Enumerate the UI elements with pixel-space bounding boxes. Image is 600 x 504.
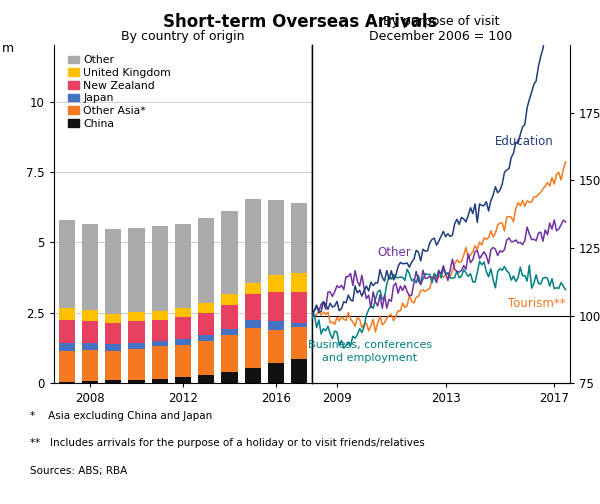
Bar [291,292,307,323]
Bar [198,218,214,303]
Text: Education: Education [494,135,553,148]
Bar [198,303,214,312]
Title: By purpose of visit
December 2006 = 100: By purpose of visit December 2006 = 100 [370,15,512,43]
Bar [59,382,75,383]
Bar [175,377,191,383]
Bar [105,351,121,380]
Bar [268,200,284,275]
Bar [221,329,238,335]
Bar [105,229,121,313]
Bar [291,273,307,292]
Bar [152,320,168,341]
Bar [128,349,145,380]
Bar [59,320,75,343]
Bar [82,321,98,343]
Bar [221,372,238,383]
Bar [128,312,145,322]
Bar [221,211,238,294]
Text: Other: Other [378,246,412,259]
Bar [198,335,214,341]
Bar [291,323,307,327]
Bar [82,309,98,321]
Text: Tourism**: Tourism** [508,297,566,310]
Bar [268,330,284,363]
Bar [82,343,98,350]
Y-axis label: m: m [1,42,14,55]
Bar [245,367,261,383]
Bar [105,345,121,351]
Bar [175,318,191,339]
Bar [152,311,168,320]
Bar [268,321,284,330]
Bar [152,346,168,379]
Bar [291,327,307,359]
Bar [82,381,98,383]
Bar [105,313,121,324]
Bar [152,379,168,383]
Bar [198,312,214,335]
Bar [268,363,284,383]
Bar [268,275,284,292]
Text: **   Includes arrivals for the purpose of a holiday or to visit friends/relative: ** Includes arrivals for the purpose of … [30,438,425,449]
Legend: Other, United Kingdom, New Zealand, Japan, Other Asia*, China: Other, United Kingdom, New Zealand, Japa… [67,54,172,130]
Bar [128,380,145,383]
Bar [59,220,75,307]
Bar [245,320,261,328]
Bar [268,292,284,321]
Text: Sources: ABS; RBA: Sources: ABS; RBA [30,466,127,476]
Bar [245,199,261,283]
Bar [198,374,214,383]
Bar [175,308,191,318]
Bar [221,305,238,329]
Bar [59,307,75,320]
Bar [152,341,168,346]
Title: By country of origin: By country of origin [121,30,245,43]
Bar [105,324,121,345]
Bar [128,228,145,312]
Bar [175,224,191,308]
Text: Business, conferences
and employment: Business, conferences and employment [308,340,431,363]
Bar [82,224,98,309]
Bar [175,339,191,345]
Bar [221,294,238,305]
Bar [128,343,145,349]
Bar [245,328,261,367]
Bar [152,226,168,311]
Bar [291,203,307,273]
Bar [82,350,98,381]
Bar [245,283,261,294]
Bar [59,343,75,351]
Bar [175,345,191,377]
Bar [198,341,214,374]
Bar [128,322,145,343]
Bar [245,294,261,320]
Text: Short-term Overseas Arrivals: Short-term Overseas Arrivals [163,13,437,31]
Text: *    Asia excluding China and Japan: * Asia excluding China and Japan [30,411,212,421]
Bar [221,335,238,372]
Bar [291,359,307,383]
Bar [105,380,121,383]
Bar [59,351,75,382]
